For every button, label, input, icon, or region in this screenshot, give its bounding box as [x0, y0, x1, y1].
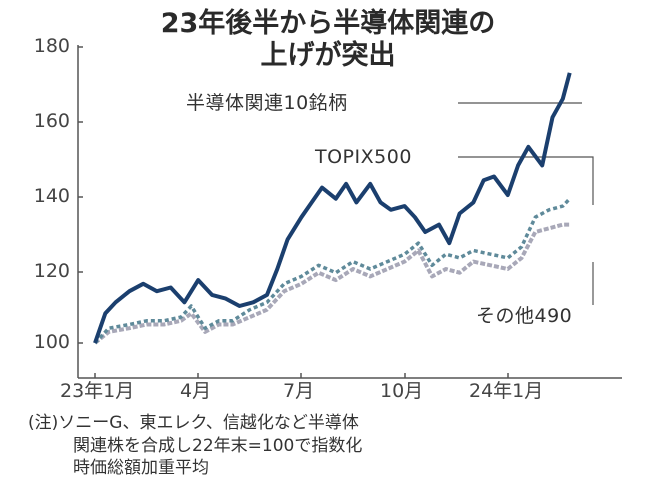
label-others-490: その他490	[476, 305, 573, 327]
axes	[77, 45, 622, 379]
y-tick-120: 120	[33, 260, 70, 282]
x-tick-2023-jan: 23年1月	[60, 380, 135, 402]
y-tick-100: 100	[33, 331, 70, 353]
leader-lines	[458, 102, 594, 305]
series-line-semiconductor-10	[93, 72, 572, 344]
note-line3: 時価総額加重平均	[73, 458, 209, 478]
y-tick-180: 180	[33, 35, 70, 57]
note-line1: (注)ソニーG、東エレク、信越化など半導体	[28, 413, 359, 433]
x-tick-oct: 10月	[380, 380, 424, 402]
chart-title-line2: 上げが突出	[260, 40, 396, 71]
note-line2: 関連株を合成し22年末=100で指数化	[73, 436, 363, 456]
y-tick-160: 160	[33, 110, 70, 132]
series-line-topix500	[93, 197, 571, 345]
label-topix500: TOPIX500	[315, 146, 412, 168]
label-semiconductor-10: 半導体関連10銘柄	[186, 92, 348, 114]
x-tick-2024-jan: 24年1月	[469, 380, 544, 402]
x-tick-jul: 7月	[283, 380, 315, 402]
y-tick-140: 140	[33, 185, 70, 207]
x-tick-apr: 4月	[180, 380, 212, 402]
series-line-others-490	[93, 222, 570, 345]
chart-title-line1: 23年後半から半導体関連の	[160, 8, 496, 39]
